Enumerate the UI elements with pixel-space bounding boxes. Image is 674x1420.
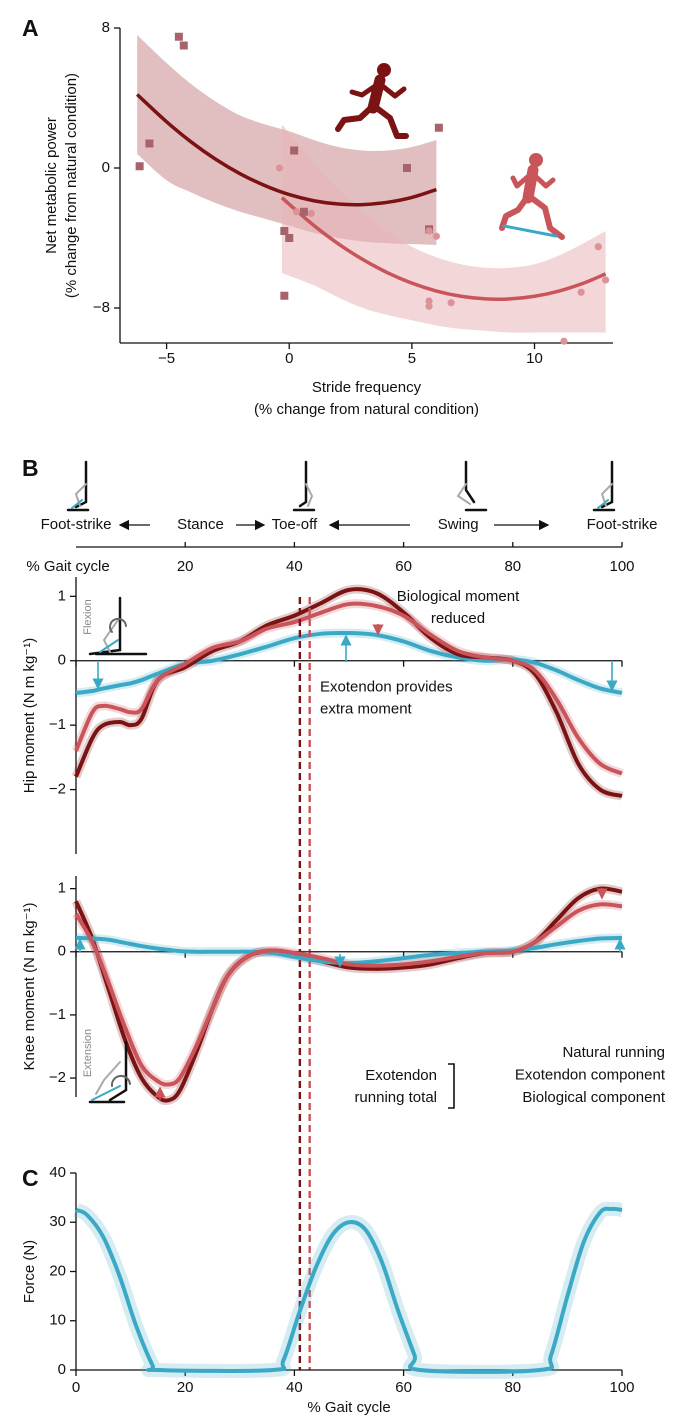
x-axis-label: % Gait cycle [307,1399,390,1416]
runner-icon-exotendon [502,153,562,237]
icon-label: Flexion [82,599,94,634]
data-point [425,303,432,310]
x-tick-label: 40 [286,1379,303,1396]
gait-phase: Stance [177,516,224,533]
y-tick-label: 0 [58,943,66,960]
y-axis-label: Force (N) [21,1240,38,1303]
y-tick-label: 40 [49,1164,66,1181]
x-tick-label: 20 [177,1379,194,1396]
x-tick-label: 80 [504,1379,521,1396]
data-point [448,299,455,306]
runner-icon-natural [338,63,406,136]
data-point [433,233,440,240]
gait-event: Foot-strike [587,516,658,533]
annotation-arrows [80,624,620,1108]
data-point [276,164,283,171]
data-point [175,33,183,41]
data-point [145,140,153,148]
data-point [578,289,585,296]
x-tick-label: 0 [72,1379,80,1396]
y-tick-label: 0 [102,159,110,176]
y-tick-label: 0 [58,1361,66,1378]
mean-line [76,1209,622,1372]
x-tick-label: 100 [609,1379,634,1396]
y-tick-label: 8 [102,19,110,36]
hip-icon [90,598,146,654]
y-tick-label: 10 [49,1312,66,1329]
trial-spread [76,1209,622,1372]
figure: −808−50510ANet metabolic power(% change … [0,0,674,1420]
page: −808−50510ANet metabolic power(% change … [0,0,674,1420]
y-tick-label: 20 [49,1262,66,1279]
gait-phase: Swing [438,516,479,533]
y-tick-label: 1 [58,587,66,604]
x-tick-label: 5 [408,350,416,367]
knee-icon [90,1042,130,1102]
y-tick-label: −8 [93,299,110,316]
y-tick-label: 30 [49,1213,66,1230]
y-tick-label: −2 [49,1069,66,1086]
y-tick-label: −2 [49,781,66,798]
data-point [290,147,298,155]
gait-icons [68,462,614,510]
y-tick-label: 1 [58,880,66,897]
data-point [285,234,293,242]
data-point [595,243,602,250]
legend-entry: Natural running [562,1044,665,1061]
icon-label: Extension [82,1029,94,1077]
x-tick-label: 0 [285,350,293,367]
x-tick-label: 100 [609,558,634,575]
x-tick-label: −5 [158,350,175,367]
legend-entry: Exotendon component [515,1066,666,1083]
x-tick-label: 10 [526,350,543,367]
data-point [180,42,188,50]
data-point [602,276,609,283]
y-axis-label: (% change from natural condition) [63,73,80,298]
data-point [300,208,308,216]
annotation: Exotendon provides [320,679,453,696]
x-tick-label: 80 [504,558,521,575]
x-tick-label: 60 [395,1379,412,1396]
data-point [308,210,315,217]
legend-bracket-label: Exotendon [365,1067,437,1084]
y-axis-label: Net metabolic power [43,117,60,254]
y-tick-label: −1 [49,1006,66,1023]
panel-letter: A [22,15,39,41]
data-point [403,164,411,172]
annotation: extra moment [320,701,413,718]
data-point [435,124,443,132]
legend-entry: Biological component [522,1089,665,1106]
data-point [293,208,300,215]
x-axis-label: Stride frequency [312,379,422,396]
panel-letter: C [22,1165,39,1191]
gait-event: Toe-off [272,516,318,533]
y-tick-label: −1 [49,716,66,733]
annotation: Biological moment [397,588,520,605]
data-point [280,227,288,235]
legend-bracket-label: running total [354,1089,437,1106]
y-axis-label: Knee moment (N m kg⁻¹) [21,903,38,1071]
x-axis-label: (% change from natural condition) [254,401,479,418]
x-tick-label: 60 [395,558,412,575]
data-point [560,338,567,345]
axis-label: % Gait cycle [26,558,109,575]
data-point [280,292,288,300]
y-axis-label: Hip moment (N m kg⁻¹) [21,638,38,793]
gait-event: Foot-strike [41,516,112,533]
x-tick-label: 20 [177,558,194,575]
data-point [136,162,144,170]
panel-letter: B [22,455,39,481]
data-point [425,227,432,234]
x-tick-label: 40 [286,558,303,575]
annotation: reduced [431,610,485,627]
y-tick-label: 0 [58,652,66,669]
